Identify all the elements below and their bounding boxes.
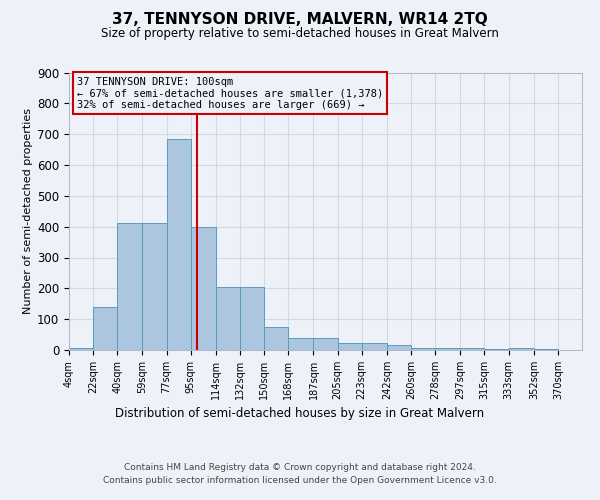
Text: Size of property relative to semi-detached houses in Great Malvern: Size of property relative to semi-detach… (101, 28, 499, 40)
Bar (534, 349, 558, 350)
Text: 37, TENNYSON DRIVE, MALVERN, WR14 2TQ: 37, TENNYSON DRIVE, MALVERN, WR14 2TQ (112, 12, 488, 28)
Text: Contains HM Land Registry data © Crown copyright and database right 2024.: Contains HM Land Registry data © Crown c… (124, 462, 476, 471)
Bar (411, 348, 435, 350)
Bar (460, 348, 484, 350)
Bar (387, 346, 411, 350)
Bar (142, 222, 167, 350)
Text: 37 TENNYSON DRIVE: 100sqm
← 67% of semi-detached houses are smaller (1,378)
32% : 37 TENNYSON DRIVE: 100sqm ← 67% of semi-… (77, 76, 383, 110)
Bar (167, 139, 191, 350)
Bar (117, 222, 142, 350)
Bar (484, 349, 509, 350)
Text: Contains public sector information licensed under the Open Government Licence v3: Contains public sector information licen… (103, 476, 497, 485)
Bar (338, 343, 362, 350)
Bar (216, 287, 240, 350)
Bar (93, 306, 117, 350)
Bar (362, 343, 387, 350)
Y-axis label: Number of semi-detached properties: Number of semi-detached properties (23, 108, 33, 314)
Bar (69, 348, 93, 350)
Bar (264, 327, 288, 350)
Text: Distribution of semi-detached houses by size in Great Malvern: Distribution of semi-detached houses by … (115, 408, 485, 420)
Bar (509, 348, 534, 350)
Bar (288, 338, 313, 350)
Bar (435, 348, 460, 350)
Bar (191, 226, 216, 350)
Bar (313, 338, 338, 350)
Bar (240, 287, 264, 350)
